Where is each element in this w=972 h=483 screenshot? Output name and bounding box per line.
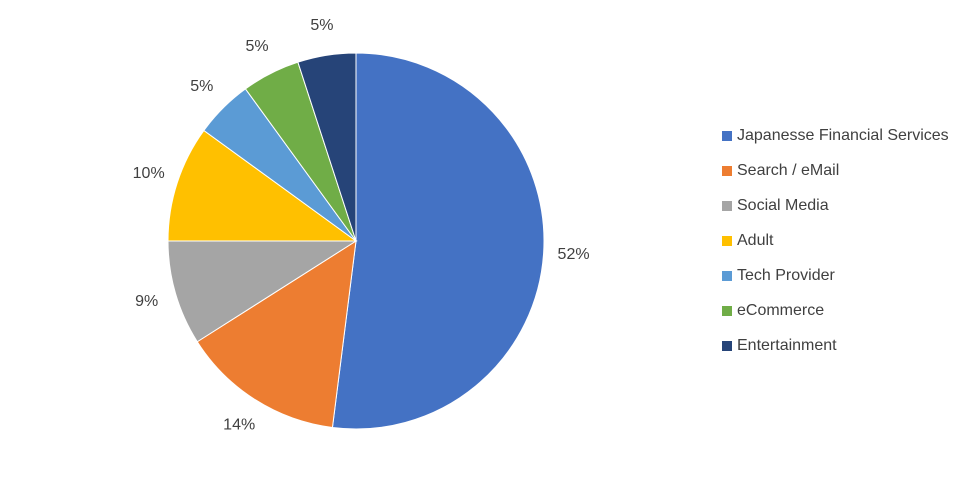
data-label: 52% bbox=[558, 246, 590, 263]
legend-swatch bbox=[722, 306, 732, 316]
pie-slice bbox=[297, 52, 357, 242]
data-label: 9% bbox=[135, 293, 158, 310]
legend-swatch bbox=[722, 236, 732, 246]
legend-label: Adult bbox=[737, 232, 774, 249]
data-label: 5% bbox=[190, 78, 213, 95]
legend-label: eCommerce bbox=[737, 302, 824, 319]
legend-label: Search / eMail bbox=[737, 162, 839, 179]
legend-label: Social Media bbox=[737, 197, 829, 214]
legend-swatch bbox=[722, 271, 732, 281]
pie-slice bbox=[331, 52, 545, 430]
data-label: 5% bbox=[245, 38, 268, 55]
legend-label: Japanesse Financial Services bbox=[737, 127, 949, 144]
data-label: 5% bbox=[310, 17, 333, 34]
pie-slice bbox=[167, 129, 358, 242]
data-label: 10% bbox=[133, 165, 165, 182]
pie-slice bbox=[196, 240, 357, 429]
legend-swatch bbox=[722, 341, 732, 351]
legend-label: Entertainment bbox=[737, 337, 837, 354]
legend-swatch bbox=[722, 131, 732, 141]
legend-swatch bbox=[722, 201, 732, 211]
legend-label: Tech Provider bbox=[737, 267, 835, 284]
pie-slice bbox=[167, 240, 358, 343]
data-label: 14% bbox=[223, 416, 255, 433]
legend-swatch bbox=[722, 166, 732, 176]
